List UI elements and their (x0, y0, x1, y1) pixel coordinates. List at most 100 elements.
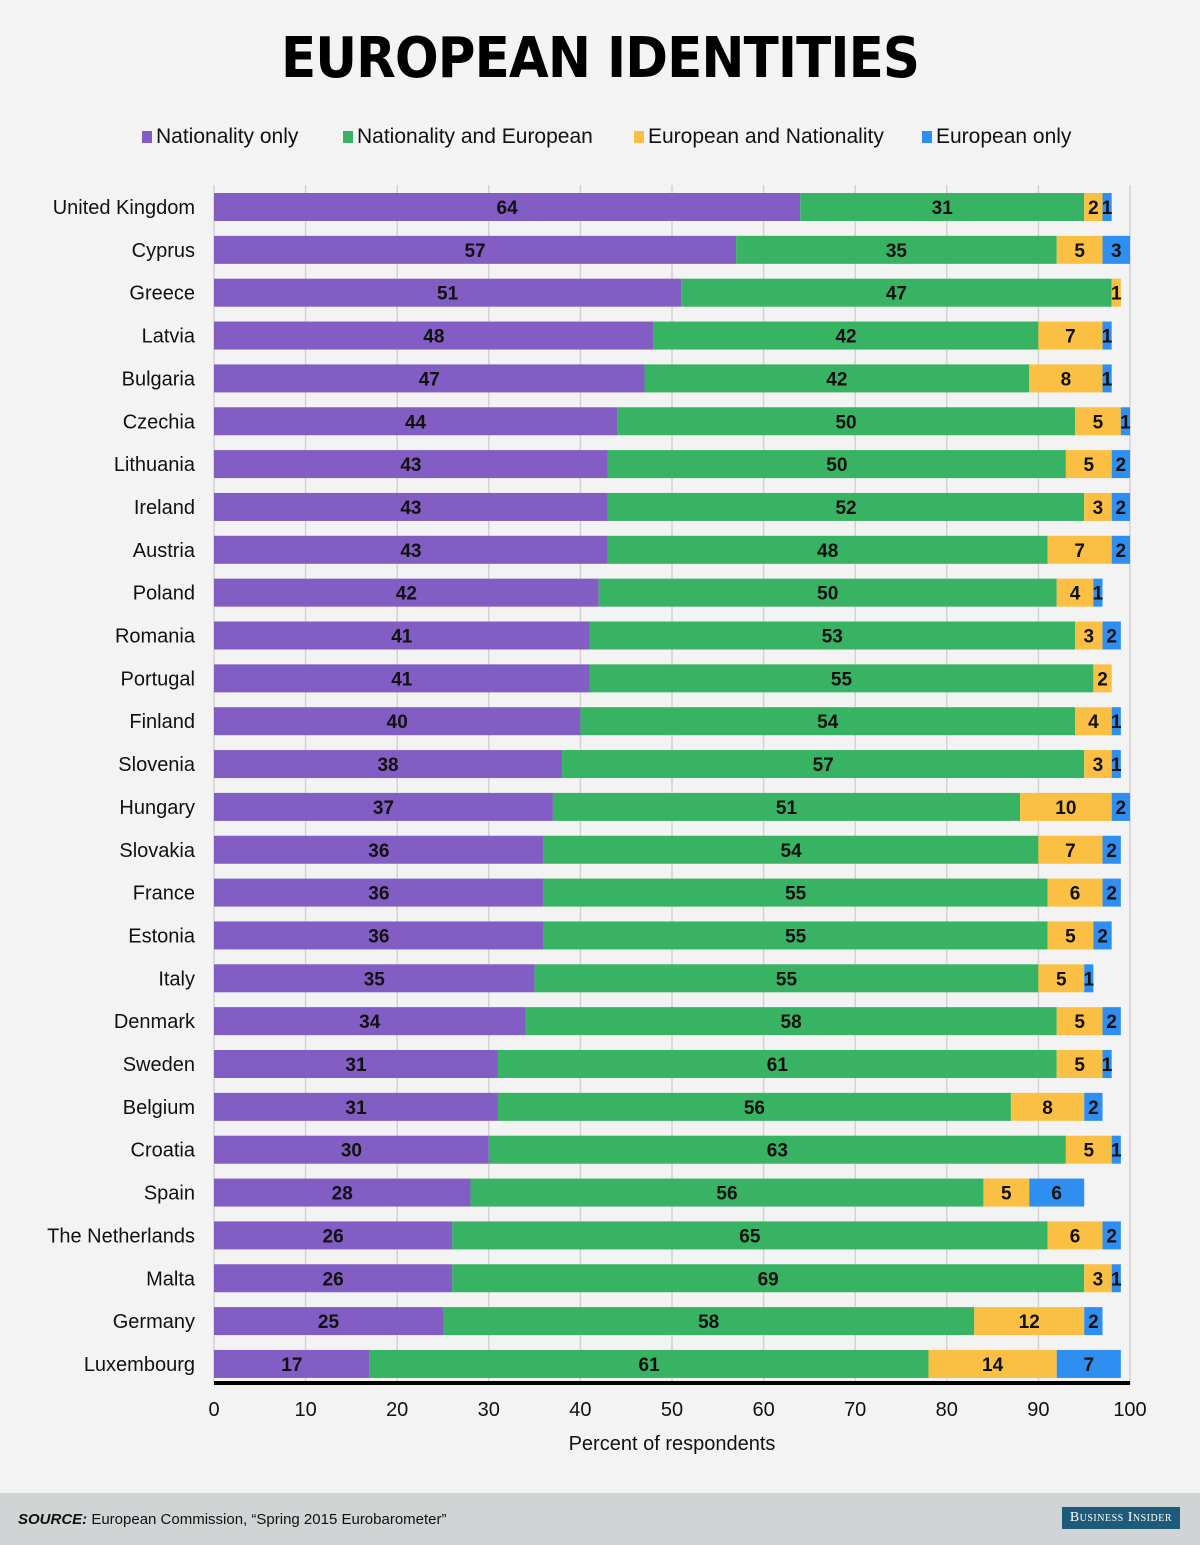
bar-segment (1093, 664, 1112, 693)
data-label: 3 (1093, 498, 1104, 519)
data-label: 4 (1088, 712, 1099, 733)
category-label: Italy (158, 968, 195, 990)
bar-segment (1038, 964, 1085, 993)
data-label: 65 (739, 1226, 761, 1247)
bar-segment (1102, 878, 1121, 907)
x-tick-label: 30 (478, 1399, 500, 1421)
data-label: 43 (400, 541, 421, 562)
data-label: 52 (835, 498, 856, 519)
category-label: Latvia (142, 326, 196, 348)
bar-segment (214, 535, 608, 564)
data-label: 1 (1120, 412, 1131, 433)
data-label: 51 (437, 284, 459, 305)
bar-segment (1102, 1221, 1121, 1250)
data-label: 4 (1070, 584, 1081, 605)
data-label: 56 (744, 1098, 765, 1119)
bar-segment (214, 835, 544, 864)
bar-segment (1111, 750, 1121, 779)
data-label: 57 (813, 755, 834, 776)
data-label: 2 (1116, 455, 1127, 476)
bar-segment (369, 1349, 929, 1378)
chart-title: EUROPEAN IDENTITIES (280, 26, 920, 91)
category-label: Cyprus (132, 240, 195, 262)
category-label: United Kingdom (53, 197, 195, 219)
data-label: 26 (323, 1269, 344, 1290)
bar-segment (1065, 450, 1112, 479)
bar-segment (607, 450, 1066, 479)
legend-label: Nationality only (156, 125, 299, 148)
data-label: 42 (396, 584, 417, 605)
x-tick-label: 40 (569, 1399, 591, 1421)
data-label: 57 (464, 241, 485, 262)
data-label: 47 (886, 284, 907, 305)
data-label: 2 (1106, 1226, 1117, 1247)
legend-swatch (922, 131, 932, 143)
data-label: 55 (785, 884, 807, 905)
bar-segment (214, 1221, 453, 1250)
data-label: 2 (1116, 798, 1127, 819)
data-label: 28 (332, 1184, 353, 1205)
bar-segment (443, 1307, 975, 1336)
category-label: Bulgaria (122, 368, 196, 390)
bar-segment (214, 1178, 471, 1207)
bar-segment (1102, 364, 1112, 393)
legend-swatch (142, 131, 152, 143)
data-label: 1 (1093, 584, 1104, 605)
bar-segment (617, 407, 1076, 436)
data-label: 5 (1065, 926, 1076, 947)
bar-segment (1084, 193, 1103, 221)
bar-segment (1102, 621, 1121, 650)
category-label: Slovakia (119, 840, 195, 862)
data-label: 2 (1088, 1312, 1099, 1333)
bar-segment (644, 364, 1030, 393)
category-label: Luxembourg (84, 1354, 195, 1376)
data-label: 10 (1055, 798, 1076, 819)
bar-segment (1029, 364, 1103, 393)
category-label: Ireland (134, 497, 195, 519)
x-axis-title: Percent of respondents (569, 1433, 776, 1455)
bar-segment (1102, 1050, 1112, 1078)
bar-segment (214, 1264, 453, 1293)
bar-segment (543, 835, 1039, 864)
category-label: Denmark (114, 1011, 196, 1033)
data-label: 2 (1106, 841, 1117, 862)
data-label: 2 (1116, 541, 1127, 562)
data-label: 63 (767, 1141, 788, 1162)
data-label: 31 (932, 198, 954, 219)
x-tick-label: 60 (752, 1399, 774, 1421)
data-label: 1 (1102, 327, 1113, 348)
bar-segment (1056, 578, 1094, 607)
bar-segment (552, 792, 1021, 821)
data-label: 3 (1111, 241, 1122, 262)
bar-segment (214, 578, 599, 607)
bar-segment (1056, 1007, 1103, 1036)
footer: SOURCE: European Commission, “Spring 201… (0, 1493, 1200, 1545)
x-tick-label: 0 (208, 1399, 219, 1421)
bar-segment (214, 964, 535, 993)
data-label: 12 (1019, 1312, 1040, 1333)
category-label: Austria (133, 540, 196, 562)
bar-segment (214, 621, 590, 650)
bar-segment (1084, 1264, 1112, 1293)
data-label: 47 (419, 369, 440, 390)
x-tick-label: 80 (936, 1399, 958, 1421)
bar-segment (1111, 492, 1130, 521)
bar-segment (1111, 450, 1130, 479)
data-label: 48 (423, 327, 444, 348)
bar-segment (589, 664, 1094, 693)
category-label: Slovenia (118, 754, 196, 776)
bar-segment (1038, 835, 1103, 864)
bar-segment (974, 1307, 1085, 1336)
data-label: 34 (359, 1012, 381, 1033)
legend-swatch (343, 131, 353, 143)
bar-segment (214, 707, 581, 736)
bar-segment (1102, 193, 1112, 221)
bar-segment (488, 1135, 1066, 1164)
data-label: 7 (1065, 327, 1076, 348)
data-label: 69 (758, 1269, 779, 1290)
data-label: 1 (1102, 1055, 1113, 1076)
data-label: 48 (817, 541, 838, 562)
data-label: 5 (1083, 455, 1094, 476)
bar-segment (1056, 235, 1103, 264)
legend-item-european-and-nationality: European and Nationality (634, 125, 884, 149)
